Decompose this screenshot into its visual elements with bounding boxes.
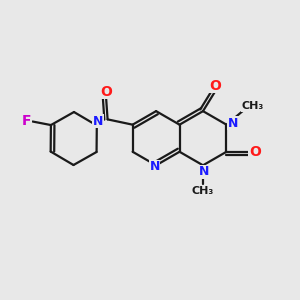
Text: O: O [209, 79, 221, 92]
Text: CH₃: CH₃ [242, 101, 264, 111]
Text: N: N [228, 117, 238, 130]
Text: O: O [249, 145, 261, 159]
Text: N: N [199, 165, 210, 178]
Text: N: N [149, 160, 160, 173]
Text: N: N [93, 115, 104, 128]
Text: F: F [21, 114, 31, 128]
Text: CH₃: CH₃ [192, 186, 214, 196]
Text: O: O [100, 85, 112, 99]
